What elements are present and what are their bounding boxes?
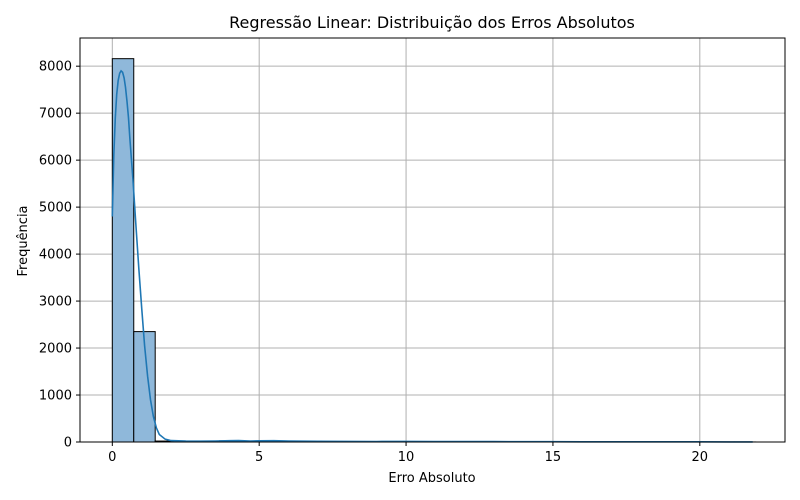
y-tick-label-8: 8000 [39, 60, 72, 75]
histogram-bars [111, 58, 757, 443]
x-tick-label-3: 15 [545, 450, 562, 465]
y-tick-label-3: 3000 [39, 295, 72, 310]
grid [80, 38, 785, 443]
y-tick-label-4: 4000 [39, 248, 72, 263]
x-axis-ticks: 0 5 10 15 20 [108, 442, 708, 465]
x-tick-label-2: 10 [398, 450, 415, 465]
x-axis-title: Erro Absoluto [388, 471, 475, 486]
x-tick-label-0: 0 [108, 450, 116, 465]
y-tick-label-6: 6000 [39, 154, 72, 169]
y-tick-label-7: 7000 [39, 107, 72, 122]
kde-line [111, 69, 753, 443]
y-tick-label-1: 1000 [39, 389, 72, 404]
plot-frame [79, 37, 786, 443]
kde-curve [111, 69, 753, 443]
y-tick-label-0: 0 [64, 436, 72, 451]
y-tick-label-5: 5000 [39, 201, 72, 216]
x-tick-label-4: 20 [692, 450, 709, 465]
y-axis-ticks: 0 1000 2000 3000 4000 5000 6000 7000 8000 [39, 60, 80, 451]
chart-title: Regressão Linear: Distribuição dos Erros… [229, 13, 635, 32]
y-tick-label-2: 2000 [39, 342, 72, 357]
y-axis-title: Frequência [16, 205, 31, 276]
x-tick-label-1: 5 [255, 450, 263, 465]
